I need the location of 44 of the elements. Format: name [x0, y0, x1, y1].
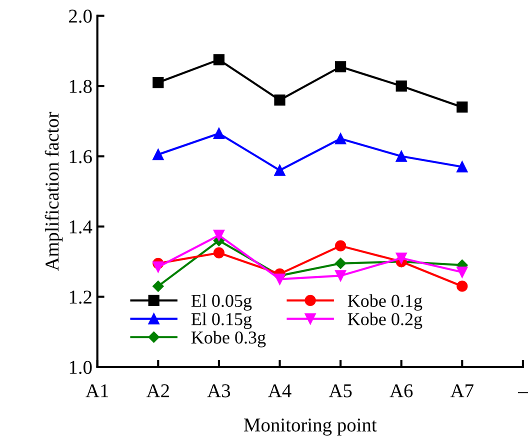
x-tick-label: A6 — [390, 384, 413, 398]
y-tick-label: 1.4 — [70, 220, 92, 234]
point — [335, 61, 346, 72]
point — [396, 252, 407, 264]
x-tick-label: A3 — [207, 384, 230, 398]
y-tick-label: 2.0 — [69, 10, 92, 23]
point — [152, 261, 164, 272]
x-tick-label: A4 — [268, 384, 292, 398]
point — [456, 280, 468, 292]
point — [152, 148, 164, 160]
point — [152, 280, 164, 292]
point — [335, 270, 346, 282]
legend-label: El 0.15g — [191, 312, 252, 329]
point — [456, 161, 468, 172]
point — [213, 54, 225, 66]
point — [213, 230, 225, 241]
x-tick-label: A1 — [86, 384, 108, 398]
y-tick-label: 1.8 — [70, 80, 92, 94]
legend-label: Kobe 0.3g — [191, 330, 266, 348]
point — [396, 150, 407, 162]
point — [456, 266, 468, 278]
legend-label: El 0.05g — [191, 294, 252, 311]
point — [274, 274, 286, 285]
legend-label: Kobe 0.2g — [348, 312, 422, 329]
y-tick-label: 1.2 — [70, 290, 92, 304]
x-tick-label: A2 — [146, 384, 169, 398]
point — [152, 76, 164, 88]
x-tick-label: A5 — [328, 384, 352, 398]
y-axis-title: Amplification factor — [44, 112, 63, 271]
point — [456, 102, 468, 113]
x-tick-label: – — [518, 392, 528, 394]
point — [335, 240, 346, 252]
point — [396, 80, 407, 92]
legend-label: Kobe 0.1g — [348, 294, 422, 311]
x-tick-label: A7 — [450, 384, 474, 398]
y-tick-label: 1.0 — [70, 360, 92, 374]
point — [334, 258, 346, 270]
point — [213, 247, 225, 258]
point — [274, 94, 286, 106]
point — [274, 164, 286, 176]
y-tick-label: 1.6 — [70, 150, 92, 164]
point — [213, 128, 225, 140]
point — [335, 133, 346, 144]
x-axis-title: Monitoring point — [244, 418, 377, 436]
